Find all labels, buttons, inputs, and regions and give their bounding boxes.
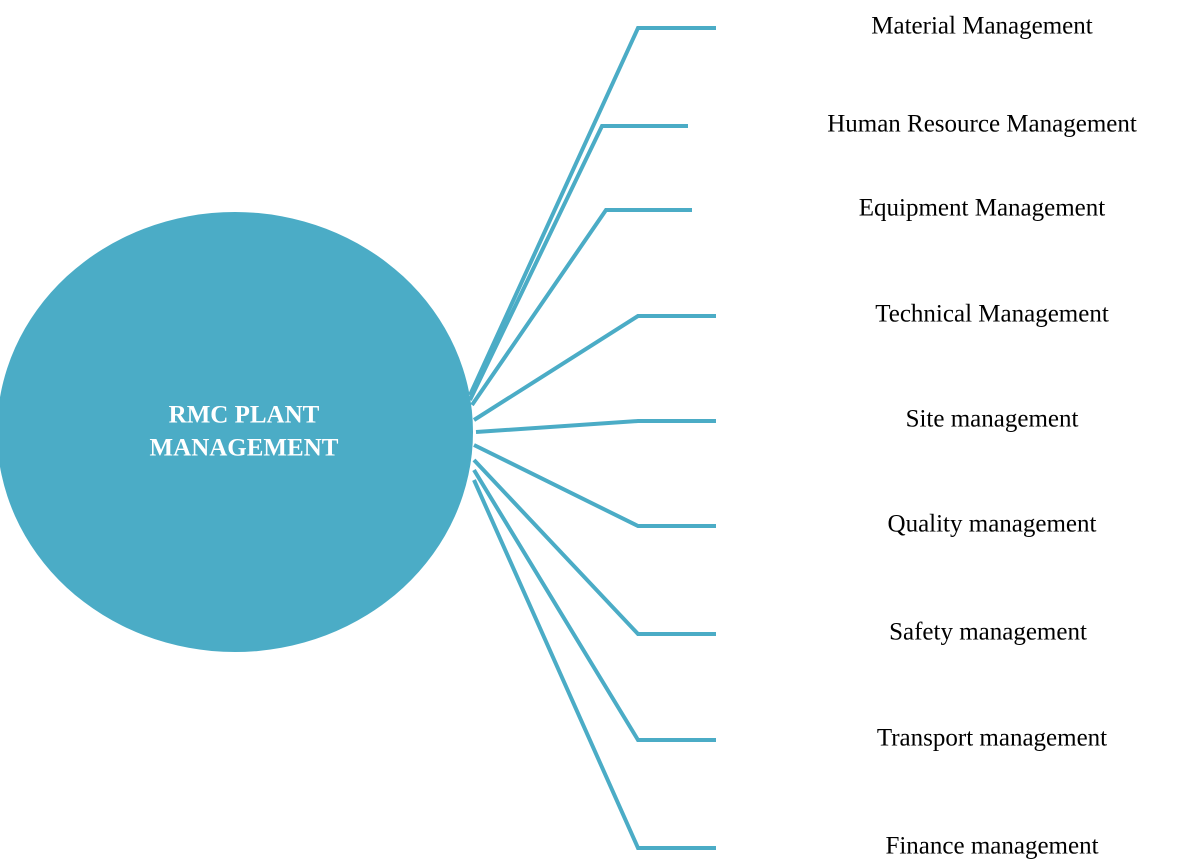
connector xyxy=(472,479,716,850)
branch-label: Quality management xyxy=(888,511,1097,538)
center-node xyxy=(0,212,473,652)
connector xyxy=(472,458,716,636)
branch-label: Site management xyxy=(906,406,1079,433)
branch-label: Finance management xyxy=(885,833,1098,860)
branch-label: Safety management xyxy=(889,619,1087,646)
center-label: MANAGEMENT xyxy=(150,435,339,462)
branch-label: Human Resource Management xyxy=(827,111,1137,138)
connector xyxy=(472,314,716,422)
connector xyxy=(473,443,716,528)
connector xyxy=(468,124,688,401)
branch-label: Technical Management xyxy=(875,301,1109,328)
branch-label: Transport management xyxy=(877,725,1107,752)
connector xyxy=(468,26,716,396)
branches: Material Management Human Resource Manage… xyxy=(468,13,1137,860)
center-label: RMC PLANT xyxy=(169,402,320,429)
connector xyxy=(472,468,716,742)
connector xyxy=(475,419,716,434)
branch-label: Material Management xyxy=(871,13,1092,40)
branch-label: Equipment Management xyxy=(859,195,1106,222)
connector xyxy=(470,208,692,407)
